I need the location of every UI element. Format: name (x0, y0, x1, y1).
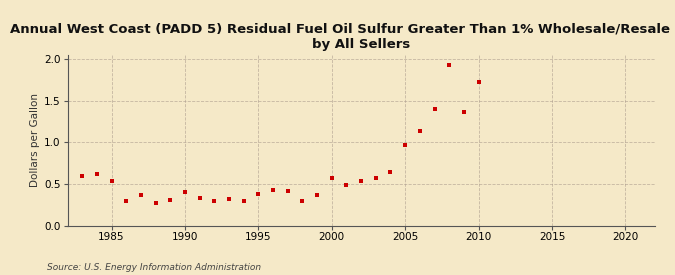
Point (238, 198, 249, 203)
Point (400, 143, 410, 147)
Point (371, 176, 381, 180)
Point (180, 190, 190, 194)
Point (341, 183, 352, 187)
Point (473, 79, 484, 84)
Point (165, 197, 176, 202)
Point (136, 192, 146, 197)
Point (194, 196, 205, 200)
Title: Annual West Coast (PADD 5) Residual Fuel Oil Sulfur Greater Than 1% Wholesale/Re: Annual West Coast (PADD 5) Residual Fuel… (10, 22, 675, 51)
Point (106, 179, 117, 184)
Y-axis label: Dollars per Gallon: Dollars per Gallon (30, 93, 40, 187)
Point (312, 192, 323, 197)
Point (253, 192, 264, 196)
Point (385, 170, 396, 174)
Point (429, 107, 440, 111)
Point (209, 198, 219, 203)
Point (91, 172, 102, 176)
Point (326, 176, 337, 180)
Point (150, 201, 161, 205)
Point (282, 188, 293, 193)
Point (267, 188, 278, 192)
Point (121, 198, 132, 203)
Point (443, 63, 454, 67)
Point (356, 179, 367, 184)
Point (77, 174, 88, 178)
Point (297, 199, 308, 204)
Point (223, 197, 234, 201)
Point (458, 109, 469, 114)
Point (414, 128, 425, 133)
Text: Source: U.S. Energy Information Administration: Source: U.S. Energy Information Administ… (47, 263, 261, 272)
